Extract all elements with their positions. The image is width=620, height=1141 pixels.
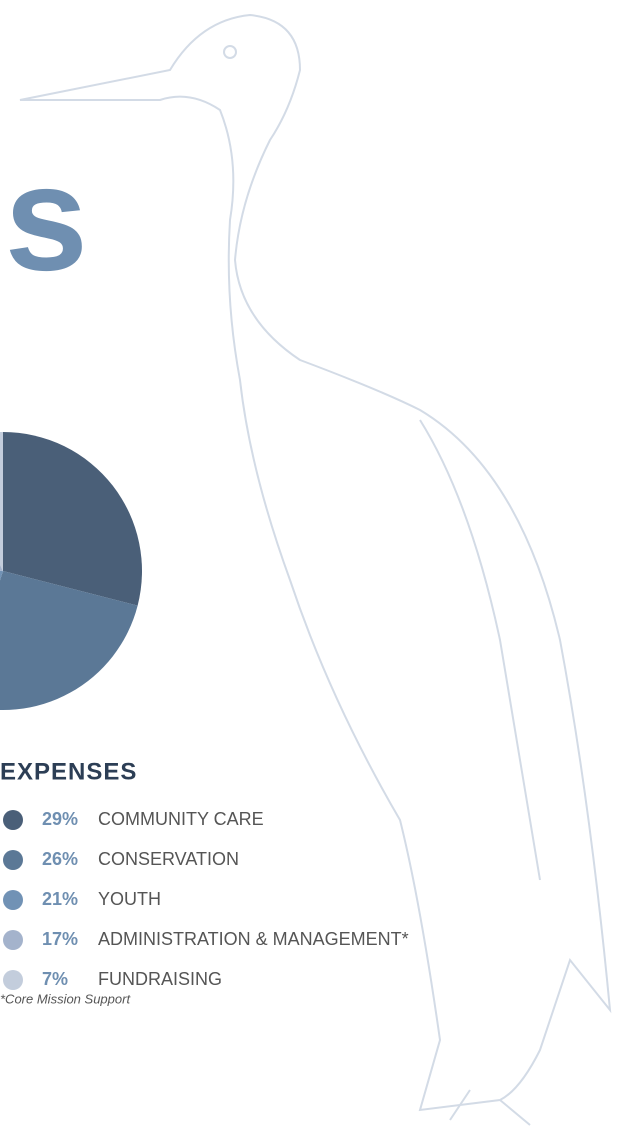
legend: 29% COMMUNITY CARE 26% CONSERVATION 21% YOUTH… xyxy=(3,809,409,990)
legend-swatch xyxy=(3,890,23,910)
heading: ls xyxy=(0,134,88,302)
legend-value: 17% xyxy=(42,929,78,949)
legend-value: 26% xyxy=(42,849,78,869)
pie-slice xyxy=(0,571,138,710)
heron-feet xyxy=(449,1089,531,1126)
heron-wing xyxy=(419,419,541,881)
pie-slice xyxy=(3,432,142,606)
legend-swatch xyxy=(3,850,23,870)
legend-value: 21% xyxy=(42,889,78,909)
legend-value: 7% xyxy=(42,969,68,989)
legend-value: 29% xyxy=(42,809,78,829)
legend-swatch xyxy=(3,930,23,950)
footnote: *Core Mission Support xyxy=(0,991,131,1006)
legend-swatch xyxy=(3,810,23,830)
heron-illustration xyxy=(19,13,612,1126)
heron-outline xyxy=(19,13,612,1112)
pie-slice xyxy=(0,570,3,581)
legend-swatch xyxy=(3,970,23,990)
pie-slice xyxy=(0,432,3,571)
legend-label: ADMINISTRATION & MANAGEMENT* xyxy=(98,929,409,949)
pie xyxy=(0,432,142,710)
legend-label: YOUTH xyxy=(98,889,161,909)
legend-label: COMMUNITY CARE xyxy=(98,809,264,829)
heron-eye xyxy=(223,45,237,59)
legend-label: FUNDRAISING xyxy=(98,969,222,989)
legend-label: CONSERVATION xyxy=(98,849,239,869)
legend-title: EXPENSES xyxy=(0,758,137,785)
